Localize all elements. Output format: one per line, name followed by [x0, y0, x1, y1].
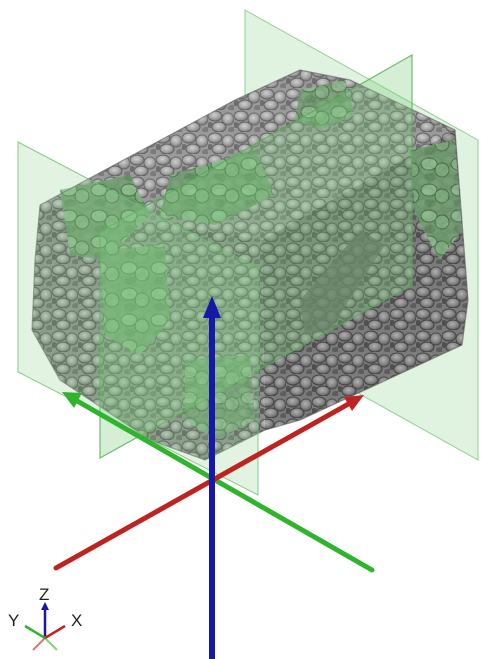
z-axis-arrowhead	[203, 296, 221, 318]
triad-z-label: Z	[39, 585, 49, 604]
y-axis	[69, 395, 375, 573]
triad-x-label: X	[71, 611, 82, 630]
triad-y-label: Y	[8, 611, 19, 630]
section-plane-diagonal	[99, 53, 413, 460]
orientation-triad-icon: Z Y X	[8, 585, 82, 651]
porous-foam-sample[interactable]	[31, 69, 469, 461]
section-plane-front-left	[17, 141, 259, 496]
y-axis-arrowhead	[62, 392, 82, 408]
coordinate-axes	[53, 296, 375, 659]
x-axis-arrowhead	[344, 395, 364, 411]
x-axis	[53, 399, 355, 571]
